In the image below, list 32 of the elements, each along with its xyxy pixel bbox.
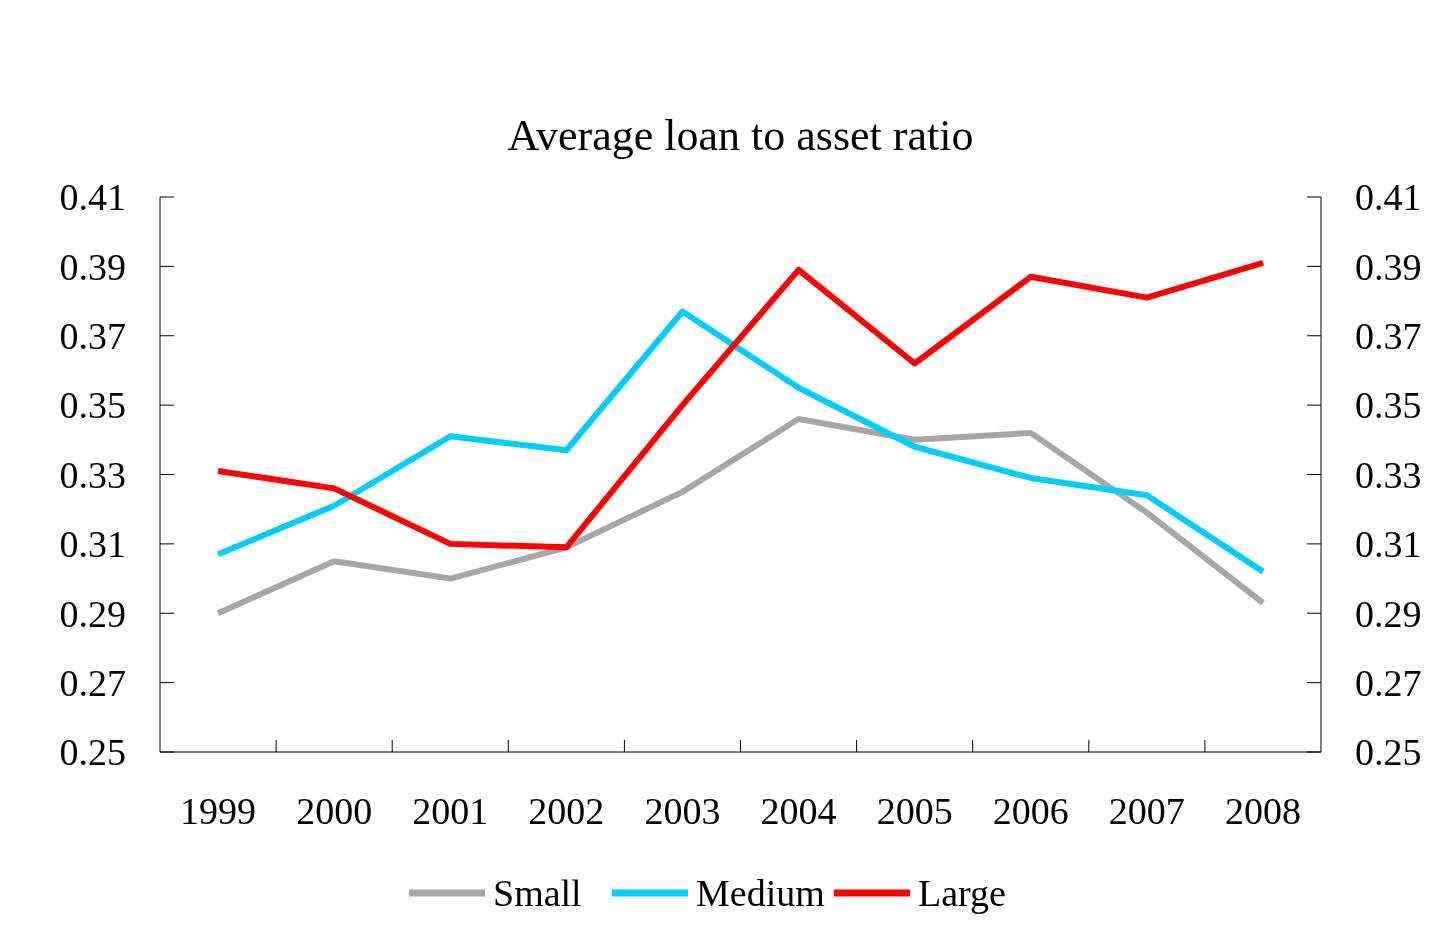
legend-label: Medium xyxy=(696,872,825,915)
x-tick-label: 2008 xyxy=(1224,790,1301,832)
legend-label: Small xyxy=(493,872,582,915)
y2-tick-label: 0.27 xyxy=(1355,661,1422,704)
x-tick-label: 2000 xyxy=(296,790,373,832)
chart-title: Average loan to asset ratio xyxy=(507,111,974,160)
legend-label: Large xyxy=(918,872,1006,915)
y2-tick-label: 0.29 xyxy=(1355,592,1422,635)
y-tick-label: 0.29 xyxy=(59,592,126,635)
x-tick-label: 2006 xyxy=(992,790,1069,832)
y2-tick-label: 0.25 xyxy=(1355,731,1422,774)
x-tick-label: 1999 xyxy=(180,790,257,832)
y2-tick-label: 0.41 xyxy=(1355,176,1422,219)
y-tick-label: 0.41 xyxy=(59,176,126,219)
x-tick-label: 2003 xyxy=(644,790,721,832)
y-tick-label: 0.33 xyxy=(59,453,126,496)
y-tick-label: 0.25 xyxy=(59,731,126,774)
y-tick-label: 0.35 xyxy=(59,384,126,427)
x-tick-label: 2001 xyxy=(412,790,489,832)
y-tick-label: 0.31 xyxy=(59,523,126,566)
y2-tick-label: 0.39 xyxy=(1355,245,1422,288)
x-tick-label: 2004 xyxy=(760,790,837,832)
y-tick-label: 0.39 xyxy=(59,245,126,288)
y2-tick-label: 0.31 xyxy=(1355,523,1422,566)
y2-tick-label: 0.37 xyxy=(1355,315,1422,358)
y-tick-label: 0.37 xyxy=(59,315,126,358)
x-tick-label: 2005 xyxy=(876,790,953,832)
y2-tick-label: 0.33 xyxy=(1355,453,1422,496)
y2-tick-label: 0.35 xyxy=(1355,384,1422,427)
x-tick-label: 2007 xyxy=(1108,790,1185,832)
y-tick-label: 0.27 xyxy=(59,661,126,704)
x-tick-label: 2002 xyxy=(528,790,605,832)
